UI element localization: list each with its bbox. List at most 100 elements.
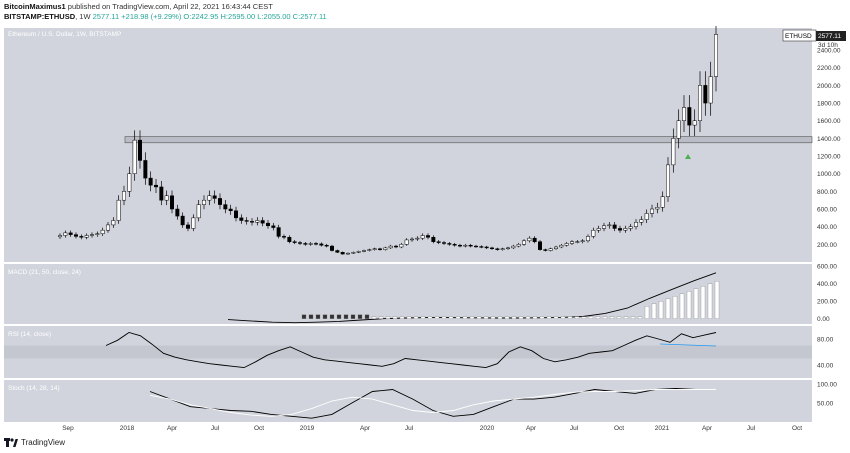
macd-histogram-bar bbox=[392, 316, 398, 319]
candle bbox=[266, 222, 270, 227]
macd-histogram-bar bbox=[378, 316, 384, 319]
price-axis-tick-label: 200.00 bbox=[817, 242, 837, 249]
candle bbox=[484, 246, 489, 249]
macd-histogram-bar bbox=[448, 316, 454, 319]
macd-histogram-bar bbox=[637, 316, 643, 319]
chart-area[interactable]: ETHUSD 200.00 400.00 600.00 800.00 1000.00 12… bbox=[0, 16, 850, 436]
candle bbox=[666, 164, 670, 197]
candle bbox=[271, 225, 276, 228]
macd-histogram-bar bbox=[301, 314, 307, 319]
candle bbox=[522, 240, 526, 245]
stoch-panel-title: Stoch (14, 28, 14) bbox=[8, 385, 60, 392]
x-axis-tick-label: 2018 bbox=[120, 425, 135, 432]
indicator-axis-tick-label: 400.00 bbox=[817, 281, 837, 288]
candle bbox=[548, 248, 553, 251]
candle bbox=[708, 76, 713, 104]
tradingview-logo[interactable]: TradingView bbox=[4, 438, 65, 447]
candle bbox=[404, 239, 409, 245]
candle bbox=[692, 120, 697, 126]
candle bbox=[623, 228, 628, 231]
candle bbox=[612, 224, 617, 229]
candle bbox=[516, 244, 521, 247]
symbol-name[interactable]: BITSTAMP:ETHUSD bbox=[4, 12, 76, 21]
x-axis-tick-label: Sep bbox=[62, 425, 74, 432]
chart-canvas[interactable]: ETHUSD 200.00 400.00 600.00 800.00 1000.00 12… bbox=[0, 16, 850, 436]
series-line-rsi bbox=[105, 332, 717, 369]
candle bbox=[223, 204, 228, 210]
candle bbox=[292, 241, 297, 243]
candle bbox=[239, 217, 244, 221]
candle bbox=[458, 244, 462, 247]
macd-histogram-bar bbox=[623, 316, 629, 319]
candle bbox=[250, 221, 254, 223]
candle bbox=[207, 195, 212, 201]
candle bbox=[319, 243, 324, 246]
candle bbox=[618, 228, 622, 231]
price-axis-tick-label: 2000.00 bbox=[817, 83, 841, 90]
macd-histogram-bar bbox=[371, 316, 377, 319]
macd-histogram-bar bbox=[588, 316, 594, 319]
publish-info: BitcoinMaximus1 published on TradingView… bbox=[4, 2, 273, 11]
macd-histogram-bar bbox=[518, 316, 524, 319]
candle bbox=[607, 224, 612, 227]
candle bbox=[596, 228, 601, 231]
candle bbox=[340, 252, 345, 255]
candle bbox=[420, 235, 425, 239]
macd-histogram-bar bbox=[525, 316, 531, 319]
candle bbox=[442, 242, 446, 244]
price-axis-tick-label: 2400.00 bbox=[817, 48, 841, 55]
macd-histogram-bar bbox=[700, 286, 706, 319]
candle bbox=[324, 244, 329, 247]
macd-histogram-bar bbox=[707, 283, 713, 319]
candle bbox=[415, 237, 420, 240]
candle bbox=[170, 195, 174, 210]
candle bbox=[228, 208, 233, 212]
candle bbox=[388, 245, 393, 249]
candle bbox=[676, 120, 681, 139]
countdown-label: 3d 10h bbox=[818, 42, 838, 49]
candle bbox=[671, 138, 676, 166]
candle bbox=[511, 245, 516, 249]
candle bbox=[426, 235, 430, 238]
candle bbox=[111, 220, 116, 226]
candle bbox=[186, 224, 190, 229]
candle bbox=[383, 247, 388, 250]
candle bbox=[591, 229, 596, 237]
indicator-axis-tick-label: 0.00 bbox=[817, 316, 830, 323]
macd-histogram-bar bbox=[497, 316, 503, 319]
symbol-label: ETHUSD bbox=[785, 33, 812, 40]
price-axis-tick-label: 600.00 bbox=[817, 207, 837, 214]
candle bbox=[602, 225, 606, 229]
rsi-divergence-line bbox=[659, 343, 717, 347]
price-axis-tick-label: 1400.00 bbox=[817, 136, 841, 143]
candle bbox=[95, 233, 100, 235]
candle bbox=[106, 224, 110, 231]
candle bbox=[330, 245, 334, 251]
macd-histogram-bar bbox=[644, 306, 650, 319]
candle bbox=[554, 246, 558, 250]
macd-histogram-bar bbox=[441, 316, 447, 319]
candle bbox=[644, 213, 649, 220]
footer: TradingView bbox=[0, 436, 850, 453]
macd-histogram-bar bbox=[574, 316, 580, 319]
candle bbox=[431, 237, 436, 242]
macd-histogram-bar bbox=[714, 281, 720, 319]
candle bbox=[468, 244, 473, 247]
author-name[interactable]: BitcoinMaximus1 bbox=[4, 2, 66, 11]
candle bbox=[79, 236, 84, 238]
macd-histogram-bar bbox=[490, 316, 496, 319]
price-axis-tick-label: 1800.00 bbox=[817, 101, 841, 108]
x-axis-tick-label: Jul bbox=[211, 425, 220, 432]
candle bbox=[714, 34, 718, 77]
macd-histogram-bar bbox=[462, 316, 468, 319]
candle bbox=[116, 199, 121, 221]
candle bbox=[543, 249, 548, 251]
series-line-d bbox=[149, 389, 716, 417]
candle bbox=[122, 191, 126, 201]
price-change: +218.98 (+9.29%) bbox=[121, 12, 182, 21]
tradingview-brand: TradingView bbox=[21, 438, 66, 447]
candle bbox=[175, 208, 180, 217]
macd-panel-title: MACD (21, 50, close, 24) bbox=[8, 269, 81, 276]
candle bbox=[335, 250, 340, 253]
candle bbox=[687, 107, 692, 126]
